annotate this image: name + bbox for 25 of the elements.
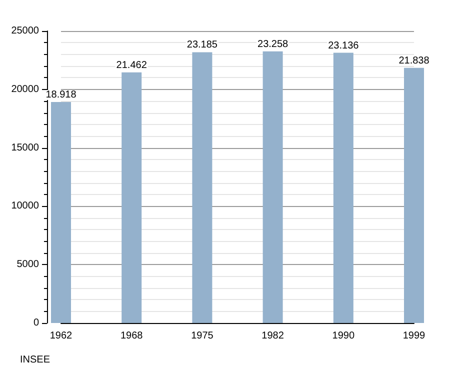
- x-tick-label: 1990: [332, 330, 355, 342]
- data-label: 23.136: [328, 40, 360, 52]
- y-tick-label: 25000: [11, 26, 40, 36]
- bar: [192, 52, 212, 323]
- y-tick-label: 10000: [11, 200, 40, 212]
- data-label: 23.258: [258, 38, 289, 50]
- bar: [262, 51, 283, 323]
- x-tick-label: 1982: [262, 330, 284, 342]
- x-tick-label: 1999: [402, 330, 426, 342]
- bar: [404, 68, 424, 323]
- text: INSEE: [20, 354, 50, 366]
- data-label: 18.918: [46, 90, 77, 101]
- data-label: 21.838: [398, 55, 430, 66]
- x-tick-label: 1968: [120, 330, 144, 342]
- y-tick-label: 5000: [16, 259, 40, 270]
- bar: [51, 102, 71, 323]
- y-tick-label: 20000: [11, 84, 40, 95]
- y-tick-label: 0: [33, 318, 40, 328]
- x-tick-label: 1975: [191, 330, 214, 342]
- x-tick-label: 1962: [50, 330, 73, 342]
- data-label: 21.462: [116, 60, 148, 71]
- bar: [333, 52, 354, 323]
- data-label: 23.185: [186, 40, 218, 51]
- bar: [122, 72, 142, 323]
- y-tick-label: 15000: [11, 142, 40, 154]
